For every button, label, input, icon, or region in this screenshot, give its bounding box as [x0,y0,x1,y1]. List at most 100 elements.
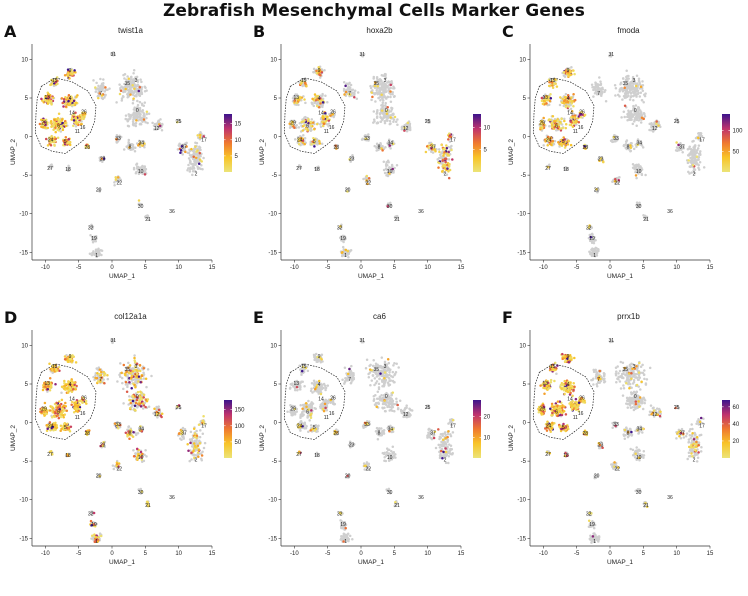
cell-point [596,86,599,89]
cluster-label: 28 [583,145,589,151]
cell-point [65,105,68,108]
cell-point [61,118,64,121]
cluster-label: 11 [324,129,329,135]
cell-point [600,95,603,98]
cell-point [635,104,638,107]
cell-point [690,148,693,151]
cell-point [376,116,379,119]
x-tick-label: 5 [642,265,646,271]
cell-point [630,119,633,122]
cell-point [198,162,201,165]
cell-point [133,354,136,357]
cell-point [385,119,388,122]
cell-point [396,118,399,121]
cluster-label: 15 [550,78,556,84]
cell-point [69,144,72,147]
cell-point [58,113,61,116]
cell-point [192,164,195,167]
cell-point [194,145,197,148]
cell-point [553,120,556,123]
cell-point [630,147,633,150]
cell-point [381,104,384,107]
cell-point [113,184,116,187]
cell-point [381,97,384,100]
cell-point [390,84,393,87]
cell-point [199,146,202,149]
cell-point [97,97,100,100]
cell-point [61,386,64,389]
cell-point [644,115,647,118]
cell-point [565,144,568,147]
cell-point [187,164,190,167]
cell-point [144,121,147,124]
cluster-label: 8 [129,144,132,150]
cluster-label: 16 [80,125,86,131]
cell-point [310,125,313,128]
cluster-label: 22 [117,181,123,187]
legend-tick-label: 10 [484,125,491,131]
cell-point [425,151,428,154]
cell-point [48,362,51,365]
cell-point [135,122,138,125]
cell-point [53,136,56,139]
cell-point [63,122,66,125]
cell-point [112,464,115,467]
cell-point [655,122,658,125]
cell-point [126,96,129,99]
cell-point [573,117,576,120]
y-axis-label: UMAP_2 [259,139,266,165]
cell-point [605,100,608,103]
cell-point [128,395,131,398]
cell-point [323,69,326,72]
cell-point [139,78,142,81]
cluster-label: 30 [138,204,144,210]
cell-point [549,100,552,103]
cell-point [619,83,622,86]
y-axis-label: UMAP_2 [10,425,17,451]
cell-point [150,375,153,378]
cluster-label: 18 [314,167,320,173]
cell-point [446,167,449,170]
cell-point [694,157,697,160]
cell-point [114,176,117,179]
cell-point [322,101,325,104]
cell-point [298,126,301,128]
y-tick-label: -5 [521,173,527,179]
cell-point [126,386,128,389]
cell-point [196,160,199,163]
cell-point [389,120,392,123]
cell-point [130,76,133,79]
cluster-label: 5 [313,139,316,145]
x-tick-label: 5 [393,265,397,271]
cell-point [144,173,147,176]
cell-point [641,80,644,83]
cell-point [307,118,310,121]
cell-point [190,431,193,434]
cluster-label: 14 [69,111,75,117]
cell-point [144,449,147,452]
legend-tick-label: 15 [235,122,242,128]
cell-point [135,119,138,122]
cell-point [387,161,390,164]
cell-point [343,93,346,96]
cell-point [140,88,143,91]
cell-point [313,128,316,131]
cluster-label: 2 [693,171,696,177]
cell-point [61,102,64,105]
x-axis-label: UMAP_1 [607,273,633,280]
cluster-label: 3 [384,78,387,84]
cluster-label: 12 [403,126,409,132]
cell-point [199,152,202,155]
cell-point [92,79,95,82]
cell-point [595,82,598,85]
cell-point [303,143,306,146]
cluster-label: 0 [634,108,637,114]
cell-point [313,145,316,148]
cell-point [311,101,314,104]
cell-point [694,160,697,163]
cell-point [161,129,164,132]
cell-point [565,106,568,109]
